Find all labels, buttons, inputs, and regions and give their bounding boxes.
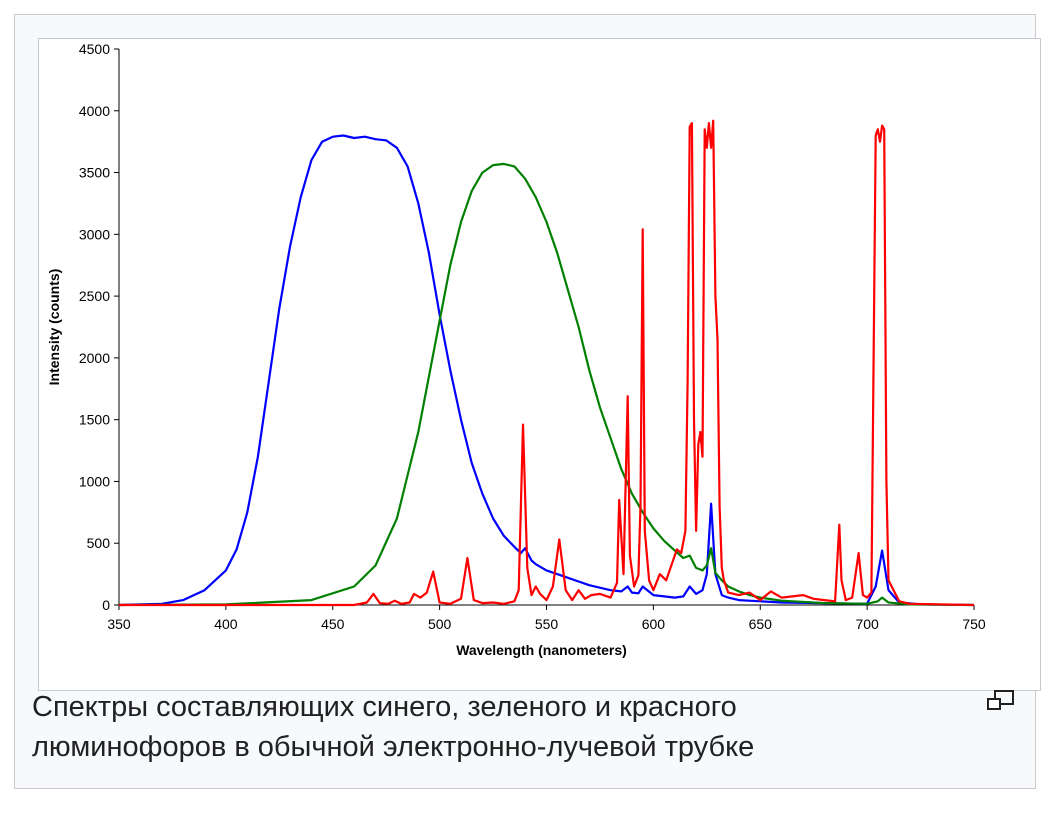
- y-axis-title: Intensity (counts): [46, 269, 62, 386]
- series-line-green: [118, 162, 975, 607]
- series-line-red: [119, 119, 975, 607]
- magnify-clip-icon[interactable]: [986, 689, 1016, 713]
- x-tick-label: 400: [214, 616, 238, 632]
- y-tick-label: 500: [87, 535, 111, 551]
- y-tick-label: 0: [102, 597, 110, 613]
- x-tick-label: 650: [749, 616, 773, 632]
- y-tick-label: 1000: [79, 473, 110, 489]
- x-tick-label: 500: [428, 616, 452, 632]
- y-tick-label: 2000: [79, 350, 110, 366]
- series-line-blue: [118, 134, 975, 607]
- y-tick-label: 1500: [79, 412, 110, 428]
- x-tick-label: 350: [107, 616, 131, 632]
- x-axis-title: Wavelength (nanometers): [456, 642, 627, 658]
- x-tick-label: 700: [855, 616, 879, 632]
- y-tick-label: 4500: [79, 41, 110, 57]
- x-tick-label: 750: [962, 616, 986, 632]
- x-tick-label: 600: [642, 616, 666, 632]
- figure-frame: 0 500 1000 1500 2000 2500 3000 3500 4000 4500 350 4…: [14, 14, 1041, 789]
- y-tick-label: 3500: [79, 165, 110, 181]
- x-tick-label: 450: [321, 616, 345, 632]
- y-tick-label: 2500: [79, 288, 110, 304]
- chart-image-container[interactable]: 0 500 1000 1500 2000 2500 3000 3500 4000 4500 350 4…: [38, 38, 1041, 691]
- y-tick-label: 4000: [79, 103, 110, 119]
- x-tick-label: 550: [535, 616, 559, 632]
- spectrum-chart: 0 500 1000 1500 2000 2500 3000 3500 4000 4500 350 4…: [46, 41, 986, 658]
- figure-caption: Спектры составляющих синего, зеленого и …: [32, 691, 755, 763]
- y-tick-label: 3000: [79, 226, 110, 242]
